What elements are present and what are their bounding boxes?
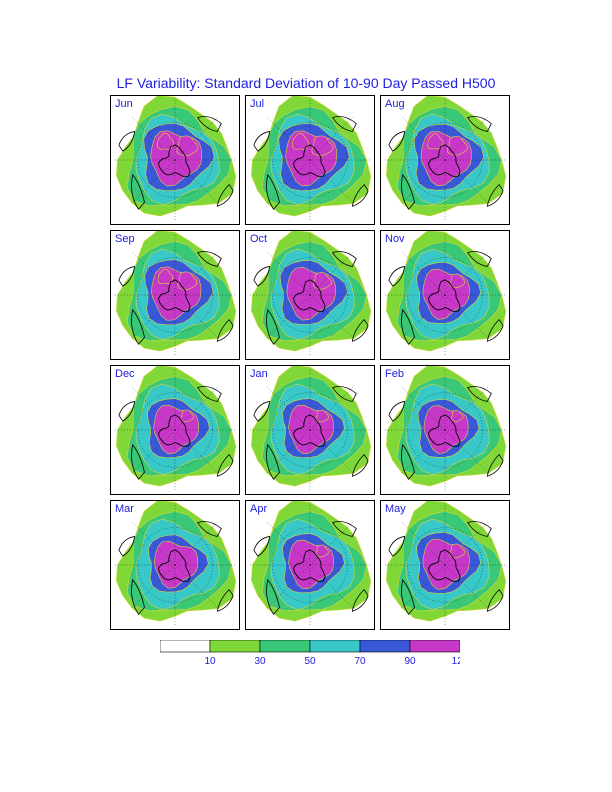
panel-month-label: Aug [385, 98, 405, 110]
panel-month-label: May [385, 503, 406, 515]
polar-map [246, 231, 374, 359]
map-panel: Sep [110, 230, 240, 360]
polar-map [381, 501, 509, 629]
map-panel: Aug [380, 95, 510, 225]
panel-month-label: Sep [115, 233, 135, 245]
polar-map [381, 96, 509, 224]
map-panel: Apr [245, 500, 375, 630]
panel-month-label: Oct [250, 233, 267, 245]
colorbar: 10 30 50 70 90 120 [160, 640, 460, 680]
map-panel: May [380, 500, 510, 630]
chart-title: LF Variability: Standard Deviation of 10… [0, 75, 612, 91]
panel-month-label: Jun [115, 98, 133, 110]
polar-map [246, 501, 374, 629]
map-panel: Oct [245, 230, 375, 360]
panel-month-label: Mar [115, 503, 134, 515]
panel-month-label: Apr [250, 503, 267, 515]
panel-grid: Jun Jul Aug Sep Oct Nov Dec Jan Feb Mar Apr May [110, 95, 510, 630]
colorbar-tick-label: 50 [304, 656, 316, 667]
colorbar-tick-label: 120 [452, 656, 460, 667]
colorbar-tick-label: 10 [204, 656, 216, 667]
map-panel: Jun [110, 95, 240, 225]
map-panel: Jul [245, 95, 375, 225]
map-panel: Mar [110, 500, 240, 630]
map-panel: Feb [380, 365, 510, 495]
panel-month-label: Nov [385, 233, 405, 245]
polar-map [246, 366, 374, 494]
colorbar-tick-label: 70 [354, 656, 366, 667]
map-panel: Dec [110, 365, 240, 495]
panel-month-label: Jan [250, 368, 268, 380]
polar-map [381, 231, 509, 359]
polar-map [111, 96, 239, 224]
panel-month-label: Dec [115, 368, 135, 380]
colorbar-tick-label: 30 [254, 656, 266, 667]
map-panel: Jan [245, 365, 375, 495]
map-panel: Nov [380, 230, 510, 360]
panel-month-label: Feb [385, 368, 404, 380]
polar-map [381, 366, 509, 494]
polar-map [246, 96, 374, 224]
polar-map [111, 366, 239, 494]
panel-month-label: Jul [250, 98, 264, 110]
polar-map [111, 501, 239, 629]
polar-map [111, 231, 239, 359]
colorbar-tick-label: 90 [404, 656, 416, 667]
